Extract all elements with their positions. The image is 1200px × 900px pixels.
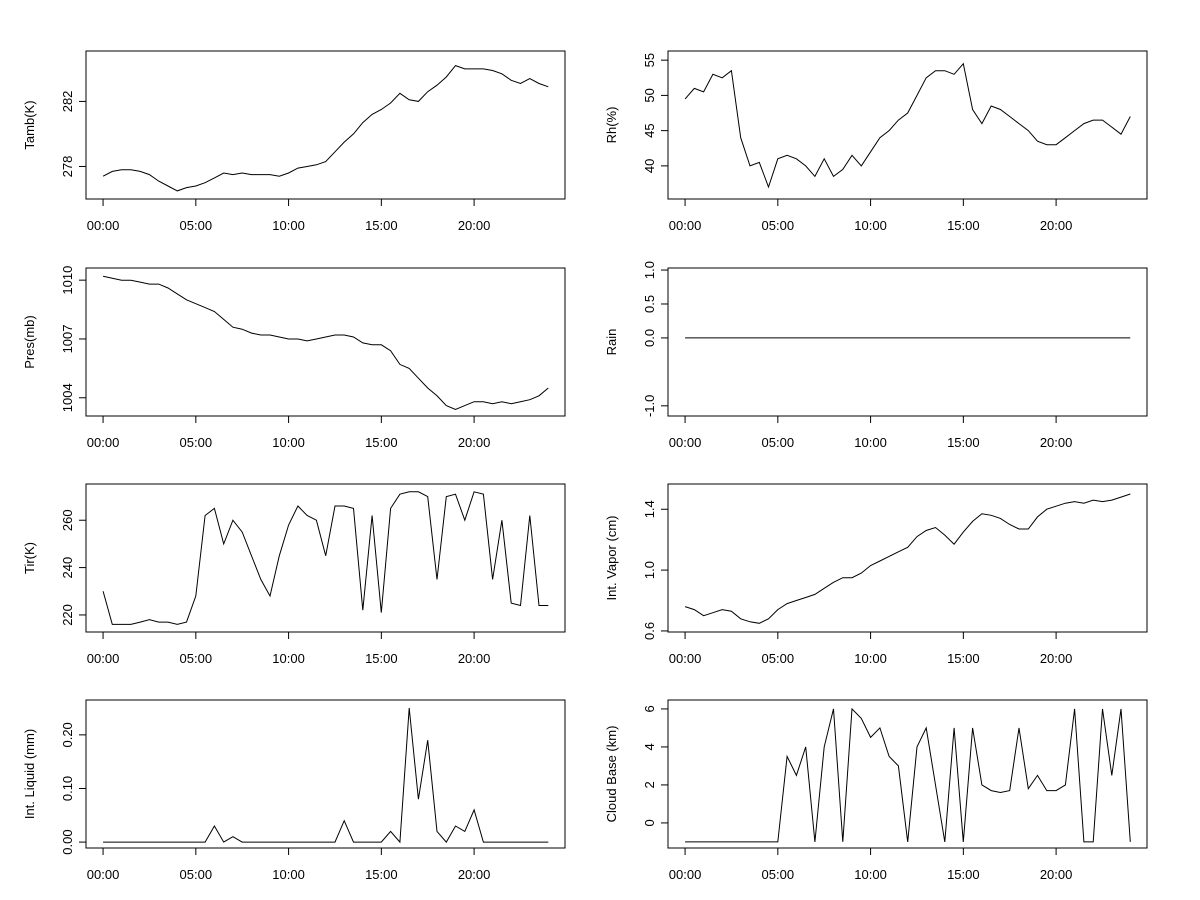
y-tick-label: 40 xyxy=(642,159,657,173)
x-tick-label: 00:00 xyxy=(87,218,120,233)
x-tick-label: 15:00 xyxy=(947,435,980,450)
data-line xyxy=(102,65,549,192)
y-tick-label: 45 xyxy=(642,123,657,137)
y-axis-label: Tamb(K) xyxy=(22,100,37,149)
x-tick-label: 00:00 xyxy=(669,435,702,450)
data-line xyxy=(684,62,1131,189)
x-tick-label: 10:00 xyxy=(854,435,887,450)
x-tick-label: 10:00 xyxy=(854,218,887,233)
y-tick-label: 1007 xyxy=(60,325,75,354)
plot-frame xyxy=(85,699,566,849)
x-tick-label: 20:00 xyxy=(458,218,491,233)
y-tick-label: 1004 xyxy=(60,383,75,412)
data-line xyxy=(102,275,549,411)
y-tick-label: 4 xyxy=(642,743,657,750)
y-tick-label: 1.0 xyxy=(642,261,657,279)
data-line xyxy=(102,491,549,625)
plot-frame xyxy=(667,699,1148,849)
data-line xyxy=(685,707,1131,843)
x-tick-label: 05:00 xyxy=(180,867,213,882)
plot-frame xyxy=(85,50,566,200)
x-tick-label: 00:00 xyxy=(669,651,702,666)
x-tick-label: 05:00 xyxy=(180,651,213,666)
data-line xyxy=(684,493,1131,624)
x-tick-label: 15:00 xyxy=(365,867,398,882)
x-tick-label: 10:00 xyxy=(272,867,305,882)
y-tick-label: 0.6 xyxy=(642,622,657,640)
x-tick-label: 00:00 xyxy=(87,435,120,450)
plot-frame xyxy=(667,267,1148,417)
y-tick-label: 1010 xyxy=(60,266,75,295)
x-tick-label: 05:00 xyxy=(180,435,213,450)
y-tick-label: 240 xyxy=(60,557,75,579)
x-tick-label: 00:00 xyxy=(669,867,702,882)
y-tick-label: -1.0 xyxy=(642,395,657,417)
data-line xyxy=(103,707,549,844)
y-tick-label: 6 xyxy=(642,705,657,712)
x-tick-label: 20:00 xyxy=(458,435,491,450)
x-tick-label: 15:00 xyxy=(365,218,398,233)
x-tick-label: 20:00 xyxy=(1040,651,1073,666)
x-tick-label: 10:00 xyxy=(854,651,887,666)
x-tick-label: 20:00 xyxy=(458,867,491,882)
y-tick-label: 260 xyxy=(60,509,75,531)
x-tick-label: 10:00 xyxy=(272,651,305,666)
x-tick-label: 20:00 xyxy=(1040,435,1073,450)
x-tick-label: 10:00 xyxy=(272,218,305,233)
x-tick-label: 00:00 xyxy=(87,867,120,882)
plot-frame xyxy=(667,483,1148,633)
y-tick-label: 0.20 xyxy=(60,722,75,747)
x-tick-label: 05:00 xyxy=(762,651,795,666)
y-tick-label: 220 xyxy=(60,604,75,626)
x-tick-label: 15:00 xyxy=(947,218,980,233)
y-axis-label: Rh(%) xyxy=(604,107,619,144)
y-axis-label: Rain xyxy=(604,329,619,356)
y-tick-label: 0.0 xyxy=(642,329,657,347)
x-tick-label: 00:00 xyxy=(669,218,702,233)
y-axis-label: Cloud Base (km) xyxy=(604,726,619,823)
y-tick-label: 1.0 xyxy=(642,561,657,579)
x-tick-label: 05:00 xyxy=(762,218,795,233)
y-tick-label: 0 xyxy=(642,819,657,826)
y-tick-label: 0.10 xyxy=(60,776,75,801)
y-tick-label: 0.00 xyxy=(60,829,75,854)
x-tick-label: 05:00 xyxy=(180,218,213,233)
x-tick-label: 20:00 xyxy=(1040,218,1073,233)
x-tick-label: 15:00 xyxy=(365,651,398,666)
x-tick-label: 05:00 xyxy=(762,435,795,450)
y-axis-label: Pres(mb) xyxy=(22,315,37,368)
x-tick-label: 10:00 xyxy=(272,435,305,450)
x-tick-label: 15:00 xyxy=(947,651,980,666)
y-tick-label: 0.5 xyxy=(642,295,657,313)
y-axis-label: Tir(K) xyxy=(22,542,37,574)
y-tick-label: 282 xyxy=(60,91,75,113)
y-axis-label: Int. Liquid (mm) xyxy=(22,729,37,819)
plot-frame xyxy=(85,483,566,633)
y-tick-label: 50 xyxy=(642,88,657,102)
y-tick-label: 278 xyxy=(60,156,75,178)
y-tick-label: 55 xyxy=(642,53,657,67)
plot-frame xyxy=(667,50,1148,200)
x-tick-label: 05:00 xyxy=(762,867,795,882)
plot-frame xyxy=(85,267,566,417)
x-tick-label: 00:00 xyxy=(87,651,120,666)
x-tick-label: 15:00 xyxy=(365,435,398,450)
x-tick-label: 10:00 xyxy=(854,867,887,882)
y-tick-label: 2 xyxy=(642,781,657,788)
y-axis-label: Int. Vapor (cm) xyxy=(604,515,619,600)
x-tick-label: 15:00 xyxy=(947,867,980,882)
x-tick-label: 20:00 xyxy=(1040,867,1073,882)
x-tick-label: 20:00 xyxy=(458,651,491,666)
y-tick-label: 1.4 xyxy=(642,500,657,518)
